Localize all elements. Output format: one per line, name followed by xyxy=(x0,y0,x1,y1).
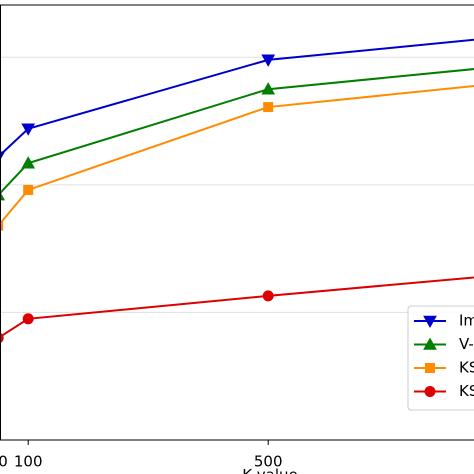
marker xyxy=(21,156,36,169)
legend-label: Im xyxy=(459,312,474,330)
x-tick-label: 500 xyxy=(254,453,283,471)
x-tick-label: 50 xyxy=(0,453,8,471)
marker xyxy=(425,363,435,373)
legend-label: KS xyxy=(459,382,474,400)
series-line xyxy=(0,38,474,157)
series-line xyxy=(0,85,474,226)
series-line xyxy=(0,276,474,338)
marker xyxy=(22,313,34,325)
marker xyxy=(423,315,437,329)
marker xyxy=(261,82,276,95)
marker xyxy=(261,54,276,67)
legend-label: KS xyxy=(459,359,474,377)
legend-box xyxy=(407,305,474,411)
marker xyxy=(263,102,274,113)
marker xyxy=(262,290,274,302)
plot-frame xyxy=(0,4,474,441)
x-tick-label: 100 xyxy=(14,453,43,471)
series-line xyxy=(0,68,474,195)
plot-area xyxy=(0,38,474,344)
x-axis-label: K value xyxy=(242,466,298,474)
marker xyxy=(0,151,6,161)
marker xyxy=(23,184,34,195)
marker xyxy=(0,220,4,231)
marker xyxy=(423,337,437,350)
marker xyxy=(0,191,6,201)
marker xyxy=(424,386,436,397)
marker xyxy=(21,123,36,136)
grid xyxy=(0,56,474,313)
legend-label: V- xyxy=(459,335,474,353)
